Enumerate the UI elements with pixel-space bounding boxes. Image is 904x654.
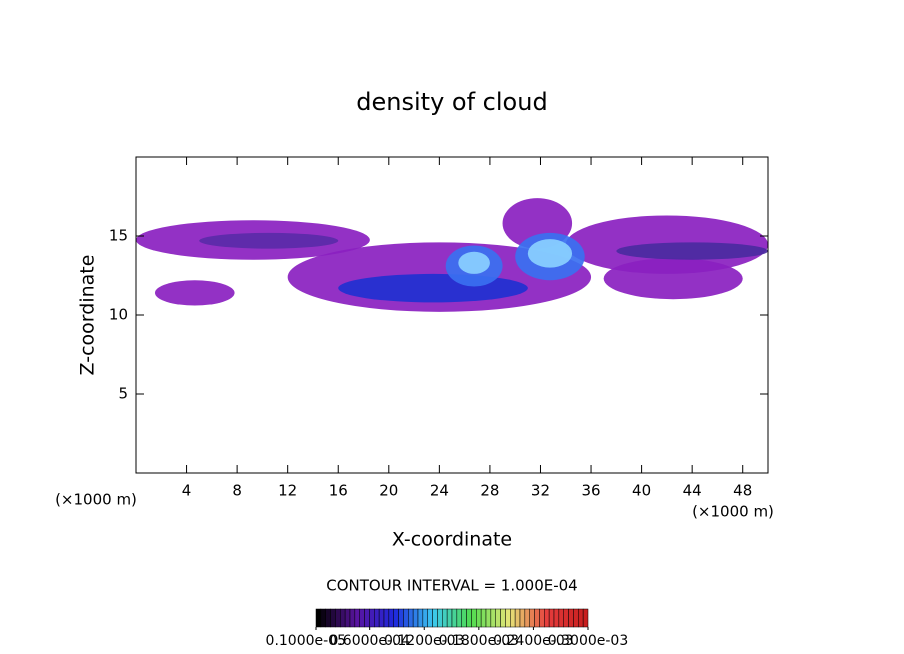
contour-region: [527, 239, 573, 268]
colorbar-tick-label: 0.1200e-03: [384, 633, 464, 649]
colorbar-cell: [383, 608, 390, 628]
colorbar-cell: [514, 608, 521, 628]
colorbar-cell: [539, 608, 545, 628]
y-tick-label: 10: [109, 306, 128, 324]
colorbar-cell: [427, 608, 433, 628]
contour-region: [338, 273, 528, 303]
x-tick-label: 8: [232, 482, 242, 500]
colorbar-cell: [422, 608, 428, 628]
colorbar-tick-label: 0.2400e-03: [493, 633, 573, 649]
contour-region: [458, 251, 490, 274]
colorbar-cell: [335, 608, 341, 628]
colorbar-cell: [374, 608, 380, 628]
colorbar-cell: [553, 608, 560, 628]
colorbar-cell: [330, 608, 336, 628]
x-tick-label: 4: [182, 482, 192, 500]
colorbar-cell: [456, 608, 462, 628]
colorbar-cell: [417, 608, 424, 628]
colorbar-tick-label: 0.6000e-04: [329, 633, 410, 649]
colorbar-cell: [344, 608, 351, 628]
colorbar-cell: [442, 608, 448, 628]
colorbar-cell: [359, 608, 365, 628]
colorbar-cell: [568, 608, 574, 628]
colorbar-cell: [378, 608, 385, 628]
colorbar-cell: [408, 608, 414, 628]
x-tick-label: 28: [480, 482, 499, 500]
colorbar-tick-label: 0.1000e-05: [266, 633, 346, 649]
colorbar-cell: [466, 608, 472, 628]
colorbar-cell: [558, 608, 564, 628]
colorbar-cell: [471, 608, 477, 628]
colorbar-cell: [519, 608, 526, 628]
colorbar-cell: [578, 608, 584, 628]
colorbar-cell: [524, 608, 530, 628]
chart-title: density of cloud: [356, 88, 547, 116]
x-tick-label: 24: [430, 482, 449, 500]
colorbar-cell: [437, 608, 443, 628]
x-tick-label: 36: [581, 482, 600, 500]
colorbar-cell: [403, 608, 409, 628]
x-tick-label: 44: [683, 482, 702, 500]
colorbar-cell: [485, 608, 492, 628]
y-tick-label: 15: [109, 227, 128, 245]
colorbar-cell: [573, 608, 579, 628]
contour-region: [603, 258, 743, 300]
colorbar-cell: [495, 608, 501, 628]
contour-region: [154, 280, 235, 306]
colorbar-tick-label: 0.3000e-03: [548, 633, 628, 649]
colorbar-cell: [461, 608, 467, 628]
colorbar-cell: [534, 608, 540, 628]
colorbar-cell: [500, 608, 506, 628]
colorbar-cell: [325, 608, 331, 628]
colorbar-cell: [505, 608, 511, 628]
colorbar-tick-label: 0.1800e-03: [439, 633, 519, 649]
colorbar-cell: [451, 608, 458, 628]
colorbar-cell: [315, 608, 322, 628]
x-tick-label: 16: [329, 482, 348, 500]
colorbar-cell: [340, 608, 346, 628]
colorbar-cell: [320, 608, 326, 628]
x-tick-label: 48: [733, 482, 752, 500]
colorbar-cell: [369, 608, 375, 628]
colorbar-cell: [398, 608, 404, 628]
contour-region: [616, 242, 768, 260]
x-tick-label: 20: [379, 482, 398, 500]
colorbar-cell: [364, 608, 370, 628]
x-tick-label: 12: [278, 482, 297, 500]
colorbar-cell: [510, 608, 516, 628]
colorbar-cell: [446, 608, 453, 628]
plot-frame: [135, 156, 769, 474]
y-axis-label: Z-coordinate: [77, 255, 99, 376]
colorbar-cell: [563, 608, 569, 628]
x-tick-label: 40: [632, 482, 651, 500]
y-unit: (×1000 m): [55, 491, 137, 509]
contour-region: [199, 232, 339, 249]
x-axis-label: X-coordinate: [392, 529, 512, 551]
colorbar-cell: [582, 608, 589, 628]
x-tick-label: 32: [531, 482, 550, 500]
colorbar-cell: [412, 608, 419, 628]
annotation: CONTOUR INTERVAL = 1.000E-04: [326, 577, 577, 595]
colorbar-cell: [490, 608, 496, 628]
y-tick-label: 5: [118, 385, 128, 403]
x-unit: (×1000 m): [692, 503, 774, 521]
colorbar-cell: [529, 608, 535, 628]
colorbar-cell: [480, 608, 487, 628]
colorbar-cell: [432, 608, 438, 628]
colorbar-cell: [388, 608, 394, 628]
colorbar-cell: [393, 608, 399, 628]
colorbar-cell: [476, 608, 482, 628]
colorbar-cell: [354, 608, 360, 628]
colorbar-cell: [349, 608, 356, 628]
colorbar-cell: [548, 608, 555, 628]
colorbar-cell: [544, 608, 550, 628]
